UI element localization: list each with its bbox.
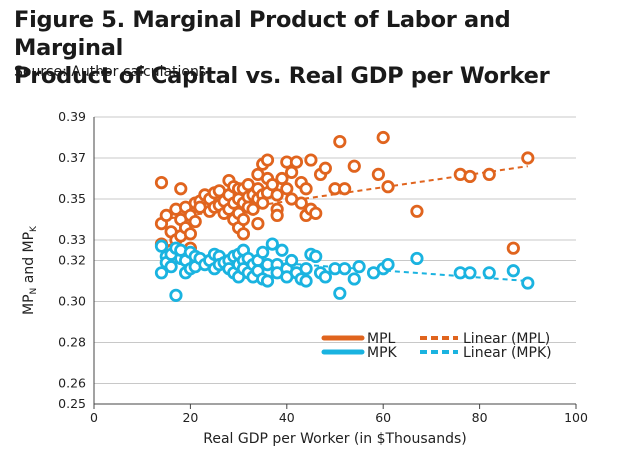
point-mpl-67 (289, 155, 304, 169)
point-mpl-83 (381, 180, 395, 194)
point-mpl-70 (299, 182, 313, 196)
legend-label-0: MPL (367, 331, 396, 347)
point-mpk-63 (352, 260, 366, 274)
point-mpl-64 (280, 182, 294, 196)
point-mpl-58 (265, 178, 279, 192)
point-mpk-66 (381, 257, 395, 272)
legend-label-2: MPK (367, 345, 398, 361)
y-tick-label-5: 0.33 (58, 232, 86, 247)
y-tick-label-3: 0.30 (58, 294, 86, 309)
y-label-mp: MP (21, 294, 37, 315)
point-mpk-58 (318, 270, 332, 284)
point-mpl-54 (256, 196, 270, 210)
point-mpk-50 (285, 253, 299, 268)
x-tick-label-4: 80 (472, 410, 488, 425)
point-mpk-56 (309, 249, 323, 263)
point-mpk-67 (410, 251, 424, 266)
point-mpl-78 (333, 135, 347, 149)
y-axis-label: MPN and MPK (21, 225, 39, 315)
legend-label-3: Linear (MPK) (463, 345, 552, 361)
point-mpl-81 (371, 167, 385, 181)
point-mpk-60 (333, 286, 347, 300)
point-mpl-80 (347, 159, 361, 173)
y-tick-label-8: 0.39 (58, 109, 86, 124)
chart-title: Figure 5. Marginal Product of Labor and … (14, 6, 614, 90)
axes: 0.25 0.26 0.28 0.30 0.32 0.33 0.35 0.37 0.39 0 20 4… (58, 109, 588, 425)
point-mpl-61 (270, 208, 284, 222)
y-tick-label-2: 0.28 (58, 335, 86, 350)
chart-subtitle: Source: Author calculations (14, 64, 207, 80)
point-mpk-5 (164, 260, 178, 274)
point-mpl-82 (376, 130, 390, 145)
y-tick-label-4: 0.32 (58, 253, 86, 268)
y-label-sub-n: N (29, 288, 39, 295)
point-mpl-3 (159, 208, 173, 222)
point-mpk-54 (299, 274, 313, 288)
y-tick-label-1: 0.26 (58, 376, 86, 391)
y-tick-label-7: 0.37 (58, 150, 86, 165)
point-mpk-71 (506, 264, 520, 278)
point-mpl-84 (410, 204, 424, 218)
point-mpl-51 (251, 217, 265, 231)
data-points (154, 130, 535, 302)
point-mpl-66 (285, 165, 299, 179)
point-mpl-76 (318, 161, 332, 175)
point-mpk-40 (256, 245, 270, 259)
point-mpl-41 (236, 212, 251, 227)
point-mpk-69 (463, 266, 477, 280)
point-mpl-59 (270, 188, 284, 202)
legend: MPL Linear (MPL) MPK Linear (MPK) (321, 331, 552, 361)
point-mpl-62 (275, 171, 289, 186)
point-mpk-44 (265, 237, 279, 251)
point-mpl-87 (482, 167, 496, 181)
x-tick-label-3: 60 (375, 410, 391, 425)
point-mpl-86 (463, 169, 477, 184)
point-mpl-47 (246, 202, 260, 216)
y-label-sub-k: K (29, 225, 39, 232)
y-tick-label-0: 0.25 (58, 396, 86, 411)
point-mpk-6 (169, 288, 183, 302)
point-mpl-74 (309, 206, 323, 220)
point-mpk-70 (482, 266, 496, 280)
point-mpl-17 (188, 214, 202, 229)
x-tick-label-5: 100 (564, 410, 588, 425)
point-mpl-79 (338, 182, 352, 196)
point-mpl-72 (304, 153, 318, 167)
point-mpl-42 (236, 227, 251, 241)
point-mpk-62 (347, 272, 361, 286)
point-mpl-88 (506, 241, 520, 255)
point-mpk-47 (275, 243, 289, 257)
point-mpl-89 (521, 151, 535, 165)
y-tick-label-6: 0.35 (58, 191, 86, 206)
point-mpl-55 (260, 153, 275, 167)
point-mpk-1 (154, 239, 169, 253)
point-mpl-0 (154, 176, 169, 190)
point-mpl-69 (294, 196, 308, 210)
x-tick-label-0: 0 (90, 410, 98, 425)
point-mpk-43 (260, 274, 275, 288)
point-mpk-72 (521, 276, 535, 290)
chart-title-line-1: Figure 5. Marginal Product of Labor and … (14, 7, 511, 61)
point-mpk-0 (154, 266, 169, 280)
point-mpk-53 (299, 262, 313, 276)
x-tick-label-1: 20 (182, 410, 198, 425)
x-axis-label: Real GDP per Worker (in $Thousands) (203, 431, 466, 447)
legend-label-1: Linear (MPL) (463, 331, 550, 347)
x-tick-label-2: 40 (279, 410, 295, 425)
point-mpl-8 (174, 182, 188, 196)
chart-title-line-2: Product of Capital vs. Real GDP per Work… (14, 63, 550, 89)
point-mpk-61 (338, 262, 352, 276)
y-label-and-mp: and MP (21, 232, 37, 288)
point-mpl-15 (183, 227, 197, 241)
